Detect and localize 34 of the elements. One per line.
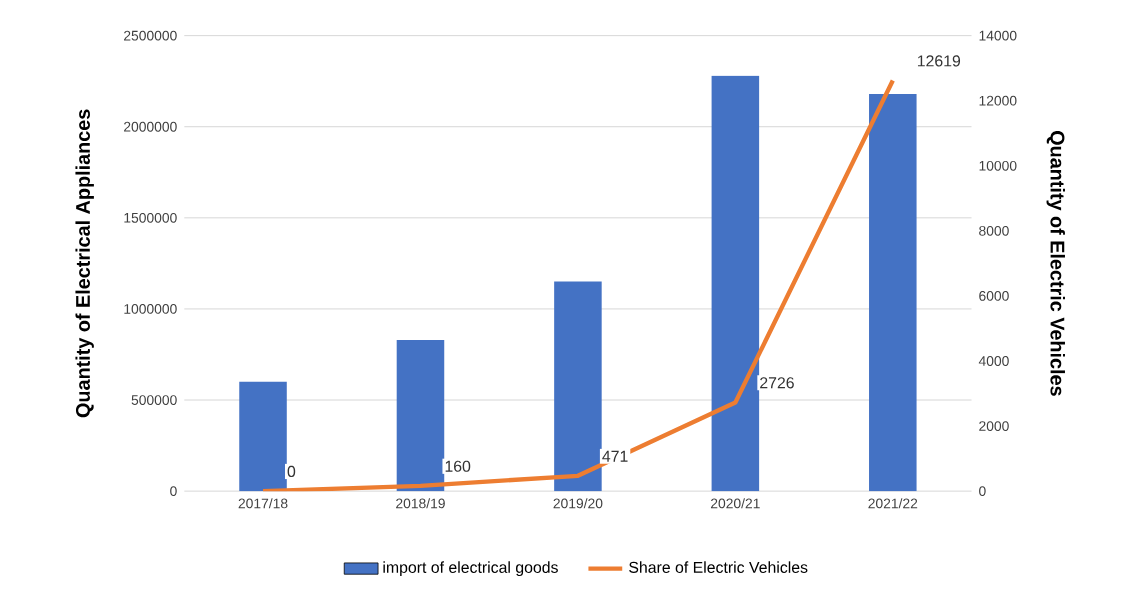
- bar: [239, 381, 287, 492]
- y-tick-label: 1000000: [124, 304, 177, 314]
- y2-tick-label: 6000: [979, 291, 1009, 301]
- line-series: [260, 78, 895, 492]
- y-tick-label: 2000000: [124, 121, 177, 132]
- y2-tick-label: 8000: [979, 225, 1009, 236]
- bar: [554, 281, 602, 492]
- legend-label: Share of Electric Vehicles: [629, 561, 808, 573]
- y2-tick-label: 12000: [979, 95, 1017, 106]
- y2-tick-label: 10000: [979, 160, 1017, 171]
- data-label: 12619: [917, 55, 961, 67]
- bar: [396, 339, 445, 492]
- x-tick-label: 2021/22: [868, 498, 918, 509]
- y2-tick-label: 2000: [979, 421, 1009, 431]
- y-tick-label: 1500000: [124, 212, 177, 223]
- x-tick-label: 2018/19: [396, 498, 445, 509]
- y2-tick-label: 0: [979, 486, 986, 497]
- x-tick-label: 2020/21: [710, 498, 760, 509]
- y2-axis-title: Quantity of Electric Vehicles: [1046, 131, 1065, 396]
- y-tick-label: 2500000: [124, 30, 177, 41]
- y-tick-label: 500000: [131, 395, 177, 405]
- x-tick-label: 2019/20: [553, 498, 603, 509]
- bar: [711, 75, 760, 492]
- data-label: 471: [602, 450, 628, 462]
- y-axis-title: Quantity of Electrical Appliances: [75, 109, 94, 418]
- data-label: 0: [287, 465, 296, 478]
- legend-label: import of electrical goods: [383, 561, 558, 577]
- data-label: 2726: [760, 377, 794, 389]
- data-label: 160: [445, 460, 471, 472]
- x-tick-label: 2017/18: [238, 498, 288, 509]
- bar: [869, 93, 917, 492]
- y2-tick-label: 14000: [979, 30, 1017, 41]
- y-tick-label: 0: [170, 486, 177, 497]
- y2-tick-label: 4000: [978, 356, 1009, 366]
